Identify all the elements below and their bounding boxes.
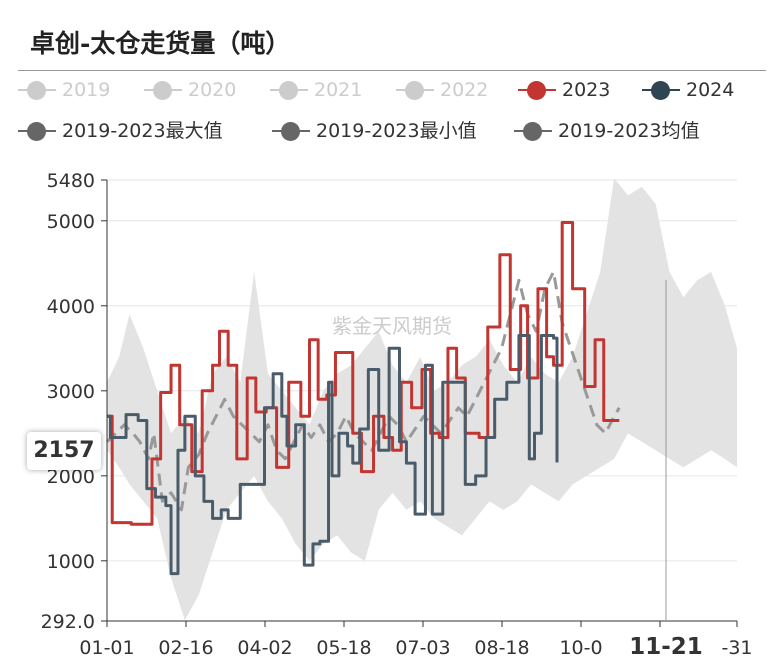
series-line-2024 — [107, 334, 559, 576]
x-tick-label: 05-18 — [316, 637, 371, 659]
chart-title: 卓创-太仓走货量（吨） — [30, 29, 291, 58]
y-tick-label: 1000 — [47, 551, 95, 573]
y-tick-label: 3000 — [47, 381, 95, 403]
series-layer — [105, 221, 621, 576]
legend-dot-icon — [651, 81, 670, 100]
x-tick-label: 01-01 — [79, 637, 134, 659]
x-tick-label: 10-0 — [559, 637, 602, 659]
legend-label: 2019-2023最小值 — [316, 120, 477, 142]
legend-dot-icon — [153, 81, 172, 100]
y-tick-label: 292.0 — [41, 611, 95, 633]
legend-label: 2024 — [686, 79, 735, 101]
x-tick-label: -31 — [721, 637, 752, 659]
y-tick-label: 5480 — [47, 170, 95, 192]
series-line-2023 — [107, 221, 620, 526]
series-line-2019-2023均值 — [105, 270, 621, 512]
legend-dot-icon — [527, 81, 546, 100]
x-tick-label: 04-02 — [237, 637, 292, 659]
legend-label: 2023 — [562, 79, 611, 101]
legend-label: 2019-2023最大值 — [62, 120, 223, 142]
x-tick-label: 02-16 — [158, 637, 213, 659]
legend-label: 2019-2023均值 — [558, 120, 700, 142]
x-tick-label: 07-03 — [395, 637, 450, 659]
legend-dot-icon — [27, 81, 46, 100]
legend-dot-icon — [281, 122, 300, 141]
legend-row-2: 2019-2023最大值 2019-2023最小值 2019-2023均值 — [18, 117, 778, 145]
watermark: 紫金天风期货 — [332, 314, 452, 338]
legend-row-1: 2019 2020 2021 2022 2023 2024 — [18, 76, 778, 104]
legend-dot-icon — [279, 81, 298, 100]
y-tick-label: 5000 — [47, 211, 95, 233]
x-tick-label: 11-21 — [629, 634, 703, 660]
title-divider — [18, 70, 766, 71]
y-tick-label: 4000 — [47, 296, 95, 318]
legend-label: 2021 — [314, 79, 363, 101]
y-tick-label: 2000 — [47, 466, 95, 488]
cursor-y-label: 2157 — [27, 432, 101, 470]
legend-label: 2022 — [440, 79, 489, 101]
legend-dot-icon — [27, 122, 46, 141]
legend-label: 2019 — [62, 79, 111, 101]
legend-dot-icon — [405, 81, 424, 100]
axes: 292.0 1000 2000 3000 4000 5000 5480 01-01 02-16 0… — [41, 170, 753, 660]
x-tick-label: 08-18 — [474, 637, 529, 659]
legend-dot-icon — [523, 122, 542, 141]
legend-label: 2020 — [188, 79, 237, 101]
